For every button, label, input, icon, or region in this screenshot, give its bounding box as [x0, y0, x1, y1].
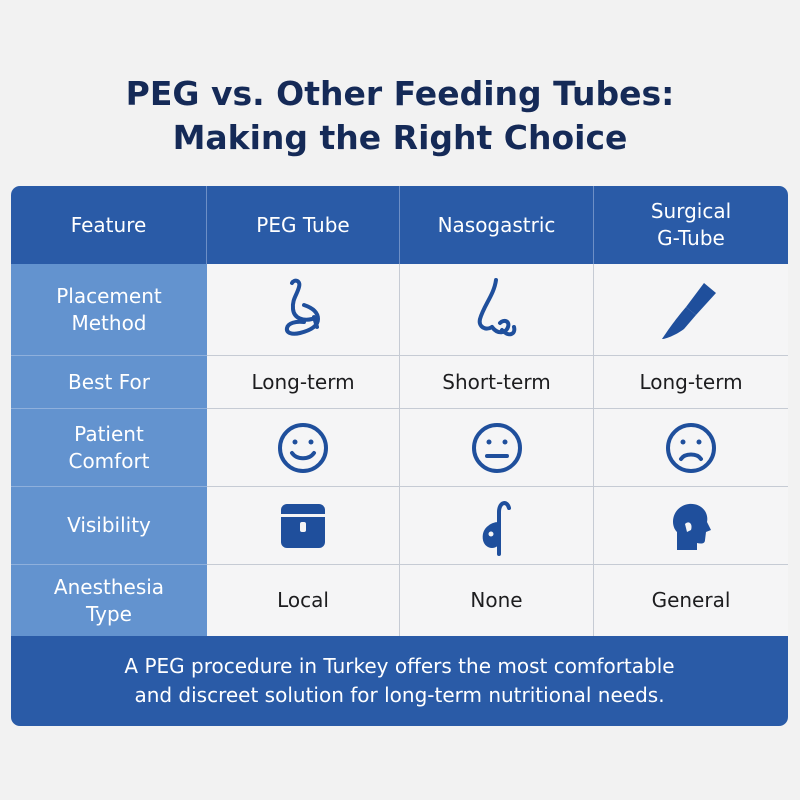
comfort-peg-cell [207, 409, 400, 487]
visibility-peg-cell [207, 487, 400, 565]
comfort-nasogastric-cell [400, 409, 594, 487]
page-title: PEG vs. Other Feeding Tubes: Making the … [0, 72, 800, 160]
visibility-nasogastric-cell [400, 487, 594, 565]
best-for-peg: Long-term [207, 356, 400, 409]
header-feature: Feature [11, 186, 207, 264]
placement-nasogastric-cell [400, 264, 594, 356]
feature-placement-method: Placement Method [11, 264, 207, 356]
header-nasogastric: Nasogastric [400, 186, 594, 264]
footer-line-1: A PEG procedure in Turkey offers the mos… [124, 654, 675, 678]
anesthesia-peg: Local [207, 565, 400, 636]
comparison-card: Feature PEG Tube Nasogastric Surgical G-… [11, 186, 788, 726]
feeding-tube-icon [284, 278, 320, 336]
anesthesia-nasogastric: None [400, 565, 594, 636]
title-line-1: PEG vs. Other Feeding Tubes: [125, 74, 675, 113]
placement-peg-cell [207, 264, 400, 356]
best-for-surgical: Long-term [594, 356, 788, 409]
button-device-icon [281, 503, 325, 548]
comparison-table: Feature PEG Tube Nasogastric Surgical G-… [11, 186, 788, 636]
comfort-surgical-cell [594, 409, 788, 487]
title-line-2: Making the Right Choice [172, 118, 628, 157]
header-surgical-g-tube: Surgical G-Tube [594, 186, 788, 264]
smiley-happy-icon [278, 422, 328, 473]
anesthesia-surgical: General [594, 565, 788, 636]
nose-icon [477, 277, 516, 336]
nasal-tube-icon [482, 500, 511, 556]
smiley-sad-icon [666, 422, 716, 473]
visibility-surgical-cell [594, 487, 788, 565]
scalpel-icon [662, 282, 716, 339]
feature-visibility: Visibility [11, 487, 207, 565]
feature-best-for: Best For [11, 356, 207, 409]
header-peg-tube: PEG Tube [207, 186, 400, 264]
best-for-nasogastric: Short-term [400, 356, 594, 409]
head-profile-icon [673, 503, 711, 550]
footer-banner: A PEG procedure in Turkey offers the mos… [11, 636, 788, 726]
feature-patient-comfort: Patient Comfort [11, 409, 207, 487]
footer-line-2: and discreet solution for long-term nutr… [134, 683, 665, 707]
placement-surgical-cell [594, 264, 788, 356]
smiley-neutral-icon [471, 422, 522, 473]
feature-anesthesia-type: Anesthesia Type [11, 565, 207, 636]
